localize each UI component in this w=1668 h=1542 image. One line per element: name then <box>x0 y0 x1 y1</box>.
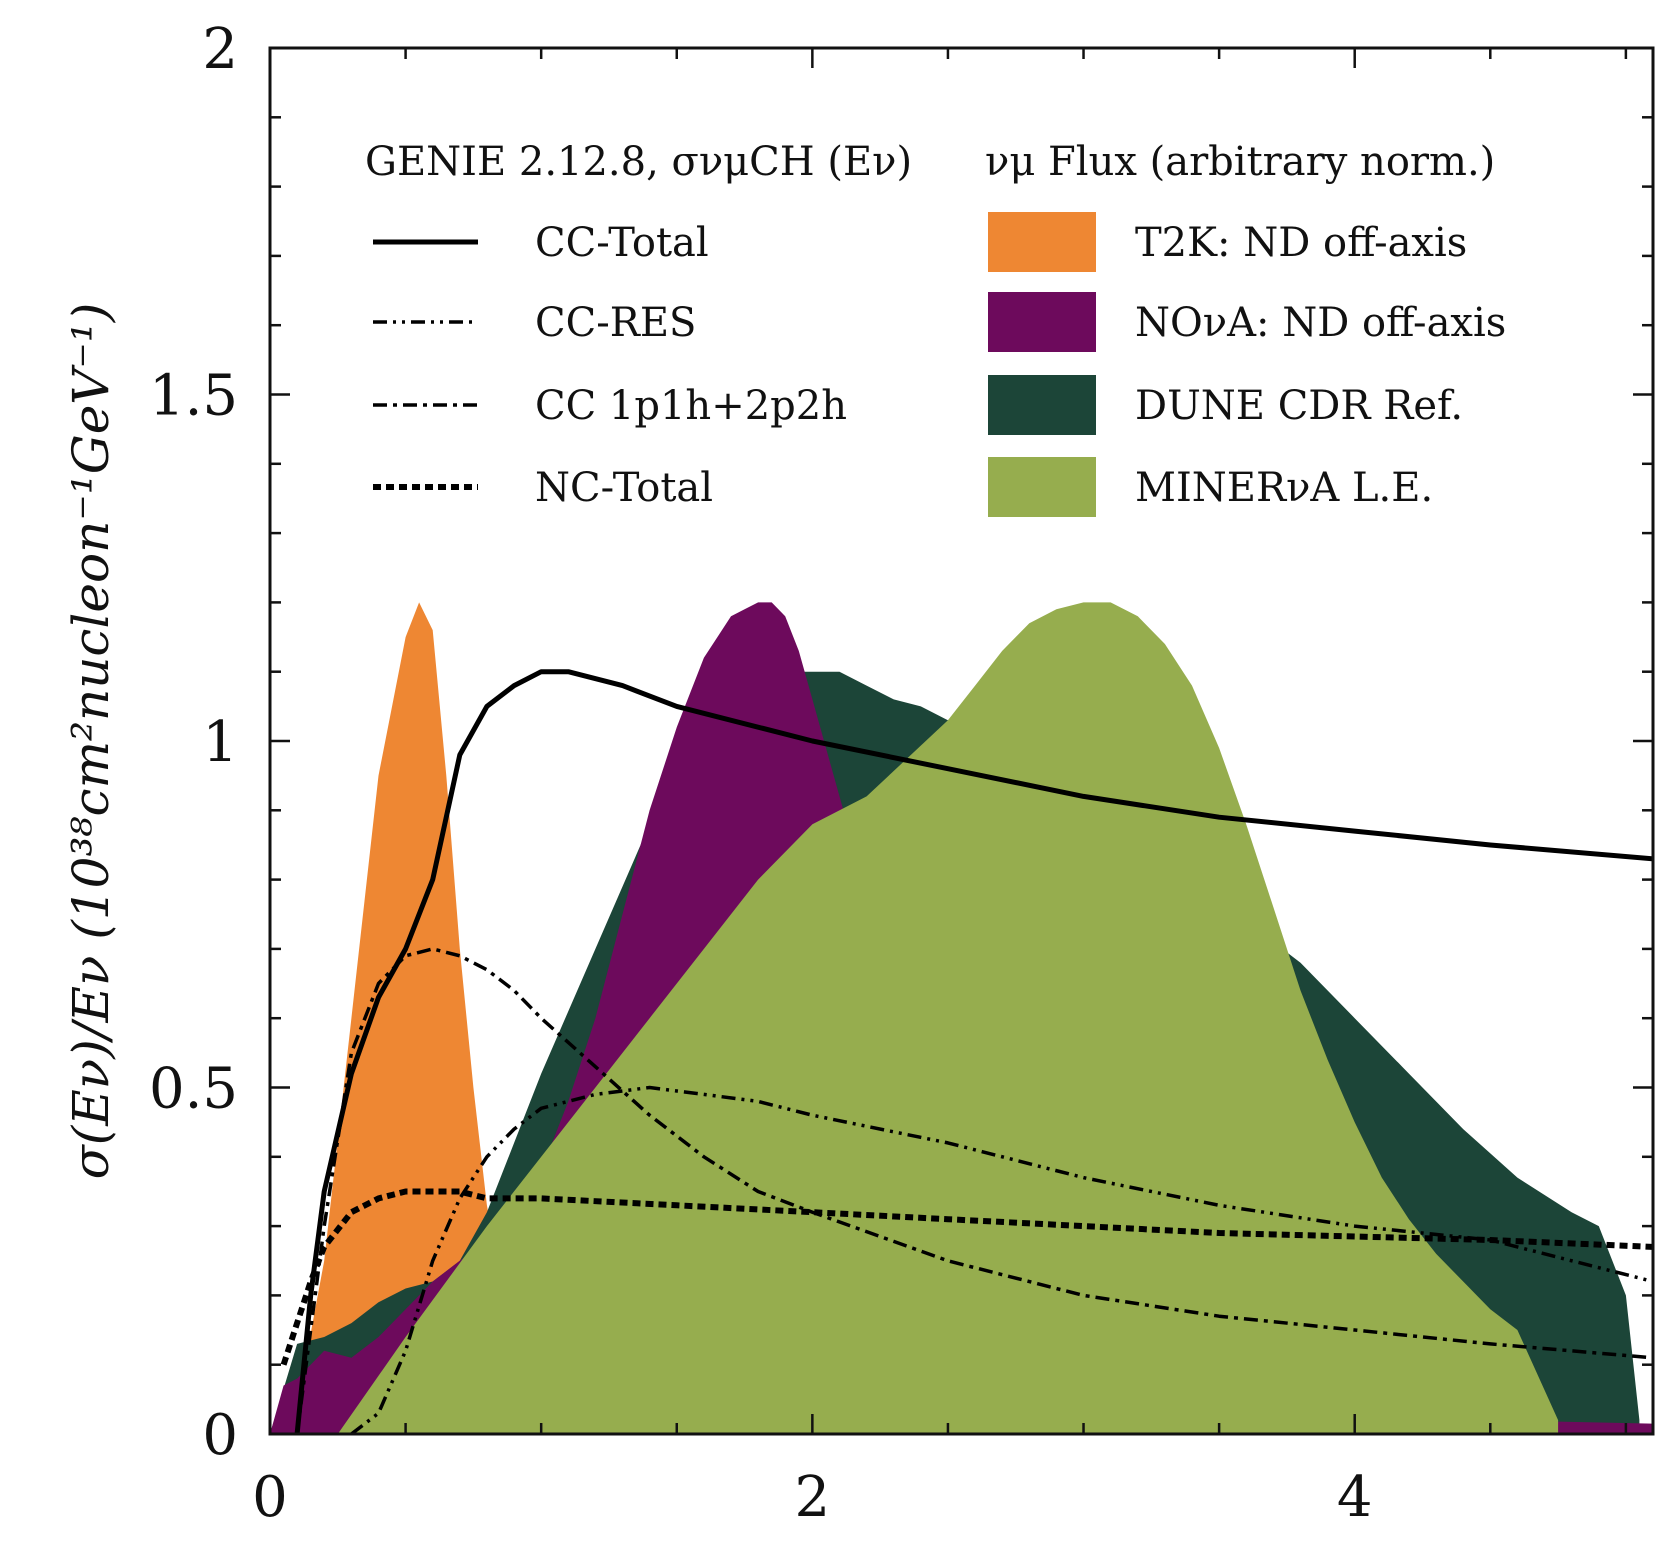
flux-area-3 <box>337 602 1559 1434</box>
legend-flux-label: NOνA: ND off-axis <box>1135 300 1506 346</box>
xsec-line-1 <box>350 1085 1653 1434</box>
y-tick-label: 1 <box>202 710 238 775</box>
y-tick-label: 2 <box>202 17 238 82</box>
xsec-line-2 <box>295 947 1653 1434</box>
legend-flux-label: T2K: ND off-axis <box>1135 220 1467 266</box>
y-axis-title: σ(Eν)/Eν (10³⁸cm²nucleon⁻¹GeV⁻¹) <box>62 303 120 1180</box>
legend-line-label: CC-Total <box>535 220 709 266</box>
legend-flux-header: νμ Flux (arbitrary norm.) <box>985 139 1495 185</box>
xsec-line-3 <box>280 1188 1653 1366</box>
legend-flux-label: DUNE CDR Ref. <box>1135 383 1463 429</box>
legend-flux-label: MINERνA L.E. <box>1135 465 1433 511</box>
x-tick-label: 4 <box>1337 1465 1373 1530</box>
legend-line-label: CC-RES <box>535 300 696 346</box>
flux-layer <box>270 602 1653 1434</box>
y-tick-label: 0 <box>202 1403 238 1468</box>
ticks-layer: 0 2 4 0 0.5 1 1.5 2 <box>149 17 1653 1530</box>
x-tick-label: 0 <box>252 1465 288 1530</box>
xsec-layer <box>280 669 1653 1434</box>
legend-flux-swatch <box>988 292 1096 352</box>
legend-flux-swatch <box>988 212 1096 272</box>
legend-flux-swatch <box>988 375 1096 435</box>
legend-line-label: NC-Total <box>535 465 713 511</box>
legend: GENIE 2.12.8, σνμCH (Eν) νμ Flux (arbitr… <box>365 139 1506 517</box>
x-tick-label: 2 <box>795 1465 831 1530</box>
legend-xsec-header: GENIE 2.12.8, σνμCH (Eν) <box>365 139 912 185</box>
xsec-line-0 <box>294 669 1653 1434</box>
y-tick-label: 1.5 <box>149 364 238 429</box>
legend-flux-swatch <box>988 457 1096 517</box>
legend-line-label: CC 1p1h+2p2h <box>535 383 847 429</box>
y-tick-label: 0.5 <box>149 1057 238 1122</box>
